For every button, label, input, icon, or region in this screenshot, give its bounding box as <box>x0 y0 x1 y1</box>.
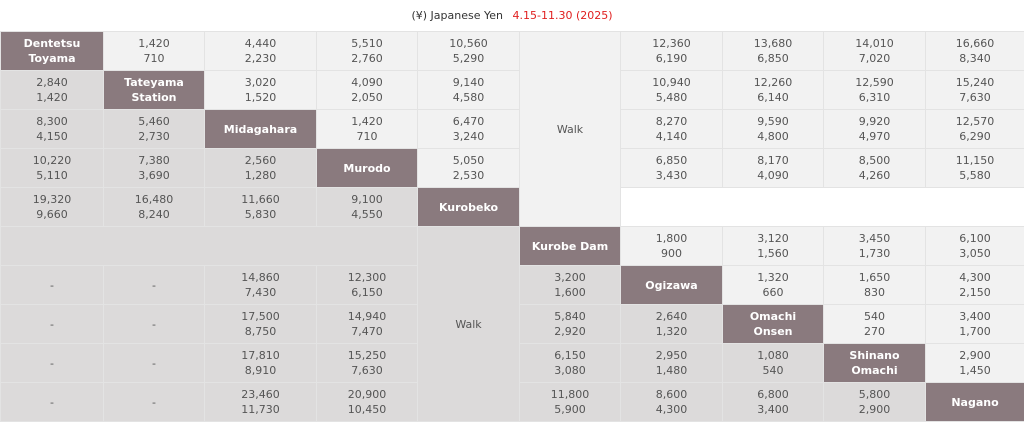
row-ogizawa: - - 14,860 7,430 12,300 6,150 3,200 1,60… <box>0 265 1024 305</box>
dash-cell: - <box>0 343 104 383</box>
station-kurobeko: Kurobeko <box>417 187 520 227</box>
fare-cell: 8,300 4,150 <box>0 109 104 149</box>
fare-cell: 17,810 8,910 <box>204 343 317 383</box>
fare-table-title: (¥) Japanese Yen 4.15-11.30 (2025) <box>0 0 1024 31</box>
fare-cell: 4,090 2,050 <box>316 70 418 110</box>
fare-cell: 8,170 4,090 <box>722 148 824 188</box>
fare-cell: 540 270 <box>823 304 926 344</box>
valid-period: 4.15-11.30 (2025) <box>512 9 613 22</box>
fare-cell: 13,680 6,850 <box>722 31 824 71</box>
fare-cell: 3,120 1,560 <box>722 226 824 266</box>
walk-cell-lower: Walk <box>417 226 520 422</box>
row-nagano: - - 23,460 11,730 20,900 10,450 11,800 5… <box>0 382 1024 422</box>
fare-cell: 6,100 3,050 <box>925 226 1024 266</box>
fare-cell: 6,470 3,240 <box>417 109 520 149</box>
fare-cell: 6,800 3,400 <box>722 382 824 422</box>
dash-cell: - <box>0 304 104 344</box>
station-shinano-omachi: Shinano Omachi <box>823 343 926 383</box>
fare-cell: 1,420 710 <box>103 31 205 71</box>
station-dentetsu-toyama: Dentetsu Toyama <box>0 31 104 71</box>
fare-cell: 1,320 660 <box>722 265 824 305</box>
fare-cell: 23,460 11,730 <box>204 382 317 422</box>
fare-cell: 8,600 4,300 <box>620 382 723 422</box>
fare-cell: 11,660 5,830 <box>204 187 317 227</box>
fare-cell: 1,420 710 <box>316 109 418 149</box>
fare-cell: 7,380 3,690 <box>103 148 205 188</box>
row-omachi-onsen: - - 17,500 8,750 14,940 7,470 5,840 2,92… <box>0 304 1024 344</box>
row-kurobe-dam: Walk Kurobe Dam 1,800 900 3,120 1,560 3,… <box>0 226 1024 422</box>
station-tateyama-station: Tateyama Station <box>103 70 205 110</box>
fare-cell: 9,140 4,580 <box>417 70 520 110</box>
fare-cell: 20,900 10,450 <box>316 382 418 422</box>
fare-cell: 5,460 2,730 <box>103 109 205 149</box>
fare-cell: 17,500 8,750 <box>204 304 317 344</box>
fare-cell: 2,840 1,420 <box>0 70 104 110</box>
fare-cell: 10,940 5,480 <box>620 70 723 110</box>
fare-cell: 11,150 5,580 <box>925 148 1024 188</box>
fare-cell: 14,010 7,020 <box>823 31 926 71</box>
fare-cell: 1,650 830 <box>823 265 926 305</box>
fare-cell: 5,840 2,920 <box>519 304 621 344</box>
station-midagahara: Midagahara <box>204 109 317 149</box>
dash-cell: - <box>0 265 104 305</box>
dash-cell: - <box>0 382 104 422</box>
row-dentetsu-toyama: Dentetsu Toyama 1,420 710 4,440 2,230 5,… <box>0 31 1024 227</box>
fare-cell: 14,860 7,430 <box>204 265 317 305</box>
fare-matrix: Dentetsu Toyama 1,420 710 4,440 2,230 5,… <box>0 31 1024 422</box>
fare-cell: 1,800 900 <box>620 226 723 266</box>
blank-cell <box>620 187 1024 227</box>
fare-cell: 9,920 4,970 <box>823 109 926 149</box>
dash-cell: - <box>103 265 205 305</box>
dash-cell: - <box>103 343 205 383</box>
dash-cell: - <box>103 382 205 422</box>
fare-cell: 5,510 2,760 <box>316 31 418 71</box>
fare-cell: 15,250 7,630 <box>316 343 418 383</box>
fare-cell: 5,800 2,900 <box>823 382 926 422</box>
fare-cell: 9,100 4,550 <box>316 187 418 227</box>
fare-cell: 16,480 8,240 <box>103 187 205 227</box>
fare-cell: 12,360 6,190 <box>620 31 723 71</box>
fare-cell: 12,570 6,290 <box>925 109 1024 149</box>
station-omachi-onsen: Omachi Onsen <box>722 304 824 344</box>
fare-cell: 15,240 7,630 <box>925 70 1024 110</box>
blank-cell <box>0 226 418 266</box>
station-ogizawa: Ogizawa <box>620 265 723 305</box>
fare-cell: 14,940 7,470 <box>316 304 418 344</box>
station-nagano: Nagano <box>925 382 1024 422</box>
fare-cell: 3,020 1,520 <box>204 70 317 110</box>
fare-cell: 12,300 6,150 <box>316 265 418 305</box>
fare-cell: 12,260 6,140 <box>722 70 824 110</box>
station-murodo: Murodo <box>316 148 418 188</box>
row-midagahara: 8,300 4,150 5,460 2,730 Midagahara 1,420… <box>0 109 1024 149</box>
fare-cell: 6,150 3,080 <box>519 343 621 383</box>
fare-cell: 9,590 4,800 <box>722 109 824 149</box>
fare-cell: 4,440 2,230 <box>204 31 317 71</box>
row-tateyama-station: 2,840 1,420 Tateyama Station 3,020 1,520… <box>0 70 1024 110</box>
row-murodo: 10,220 5,110 7,380 3,690 2,560 1,280 Mur… <box>0 148 1024 188</box>
currency-label: (¥) Japanese Yen <box>411 9 503 22</box>
fare-cell: 6,850 3,430 <box>620 148 723 188</box>
fare-cell: 11,800 5,900 <box>519 382 621 422</box>
fare-cell: 1,080 540 <box>722 343 824 383</box>
fare-cell: 16,660 8,340 <box>925 31 1024 71</box>
fare-cell: 2,950 1,480 <box>620 343 723 383</box>
station-kurobe-dam: Kurobe Dam <box>519 226 621 266</box>
walk-cell-upper: Walk <box>519 31 621 227</box>
fare-cell: 10,220 5,110 <box>0 148 104 188</box>
fare-cell: 2,900 1,450 <box>925 343 1024 383</box>
fare-cell: 2,640 1,320 <box>620 304 723 344</box>
fare-cell: 4,300 2,150 <box>925 265 1024 305</box>
fare-cell: 2,560 1,280 <box>204 148 317 188</box>
fare-cell: 5,050 2,530 <box>417 148 520 188</box>
dash-cell: - <box>103 304 205 344</box>
fare-cell: 8,270 4,140 <box>620 109 723 149</box>
fare-cell: 19,320 9,660 <box>0 187 104 227</box>
fare-cell: 10,560 5,290 <box>417 31 520 71</box>
fare-cell: 3,400 1,700 <box>925 304 1024 344</box>
fare-cell: 3,200 1,600 <box>519 265 621 305</box>
fare-cell: 12,590 6,310 <box>823 70 926 110</box>
fare-cell: 3,450 1,730 <box>823 226 926 266</box>
row-kurobeko: 19,320 9,660 16,480 8,240 11,660 5,830 9… <box>0 187 1024 227</box>
fare-cell: 8,500 4,260 <box>823 148 926 188</box>
